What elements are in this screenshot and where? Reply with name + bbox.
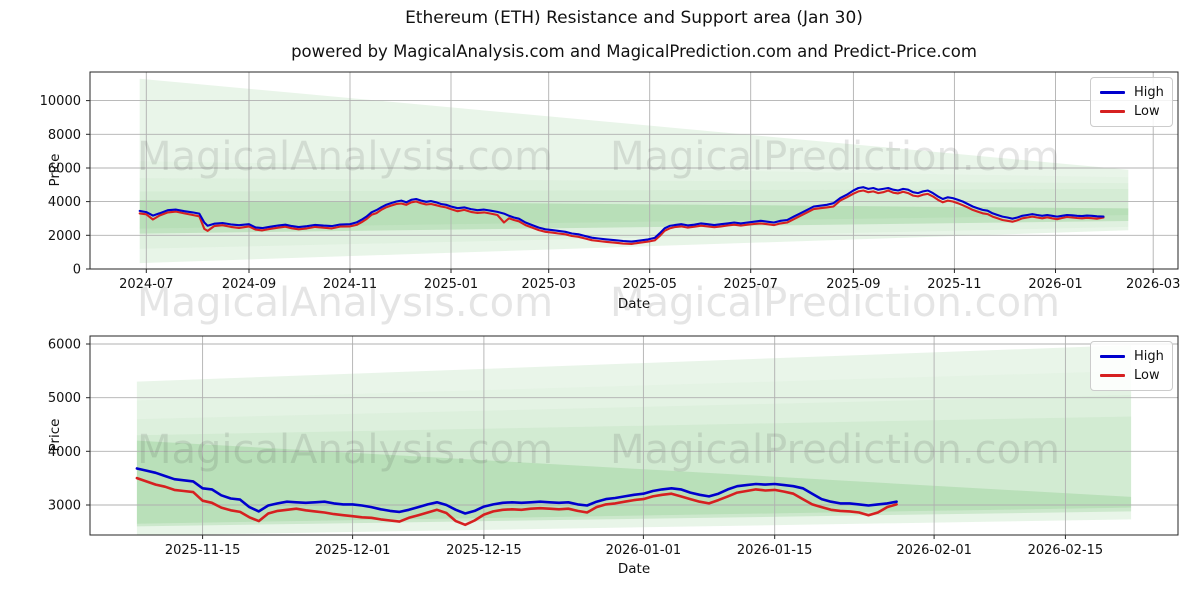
legend-label-high: High bbox=[1134, 349, 1164, 364]
chart-title: Ethereum (ETH) Resistance and Support ar… bbox=[405, 8, 863, 28]
svg-text:5000: 5000 bbox=[48, 391, 81, 406]
svg-text:2025-11-15: 2025-11-15 bbox=[165, 543, 241, 558]
svg-text:0: 0 bbox=[73, 263, 81, 278]
svg-text:2025-03: 2025-03 bbox=[522, 277, 576, 292]
svg-text:2026-03: 2026-03 bbox=[1126, 277, 1180, 292]
svg-text:2025-07: 2025-07 bbox=[724, 277, 778, 292]
bottom-chart-legend: High Low bbox=[1090, 341, 1173, 391]
high-line-swatch bbox=[1100, 91, 1125, 94]
svg-text:2024-11: 2024-11 bbox=[323, 277, 377, 292]
svg-text:2026-01-15: 2026-01-15 bbox=[737, 543, 813, 558]
bottom-chart-plot: 3000 4000 5000 6000 2025-11-15 2025-12-01 2025… bbox=[48, 335, 1179, 558]
bottom-chart-xlabel: Date bbox=[617, 561, 651, 577]
legend-entry-high: High bbox=[1100, 347, 1172, 366]
high-line-swatch bbox=[1100, 355, 1125, 358]
bottom-chart-ylabel: Price bbox=[47, 418, 63, 452]
legend-label-high: High bbox=[1134, 85, 1164, 100]
low-line-swatch bbox=[1100, 110, 1125, 113]
svg-text:2026-02-01: 2026-02-01 bbox=[896, 543, 972, 558]
svg-text:4000: 4000 bbox=[48, 195, 81, 210]
svg-text:3000: 3000 bbox=[48, 499, 81, 514]
svg-text:2025-12-15: 2025-12-15 bbox=[446, 543, 522, 558]
svg-text:4000: 4000 bbox=[48, 445, 81, 460]
legend-label-low: Low bbox=[1134, 368, 1160, 383]
svg-text:6000: 6000 bbox=[48, 162, 81, 177]
top-chart-legend: High Low bbox=[1090, 77, 1173, 127]
svg-text:2024-09: 2024-09 bbox=[222, 277, 276, 292]
legend-entry-low: Low bbox=[1100, 102, 1172, 121]
svg-text:2026-02-15: 2026-02-15 bbox=[1028, 543, 1104, 558]
svg-text:2025-01: 2025-01 bbox=[424, 277, 478, 292]
top-chart-plot: 0 2000 4000 6000 8000 10000 2024-07 2024-09 2024… bbox=[40, 71, 1180, 292]
svg-text:10000: 10000 bbox=[40, 94, 81, 109]
svg-text:2026-01-01: 2026-01-01 bbox=[606, 543, 682, 558]
svg-text:2024-07: 2024-07 bbox=[119, 277, 173, 292]
svg-text:2025-05: 2025-05 bbox=[623, 277, 677, 292]
top-chart-xlabel: Date bbox=[617, 296, 651, 312]
svg-text:6000: 6000 bbox=[48, 338, 81, 353]
svg-text:2026-01: 2026-01 bbox=[1028, 277, 1082, 292]
svg-text:2025-12-01: 2025-12-01 bbox=[315, 543, 391, 558]
svg-text:2000: 2000 bbox=[48, 229, 81, 244]
svg-text:8000: 8000 bbox=[48, 128, 81, 143]
svg-text:2025-09: 2025-09 bbox=[826, 277, 880, 292]
low-line-swatch bbox=[1100, 374, 1125, 377]
legend-label-low: Low bbox=[1134, 104, 1160, 119]
chart-subtitle: powered by MagicalAnalysis.com and Magic… bbox=[291, 42, 977, 61]
svg-text:2025-11: 2025-11 bbox=[927, 277, 981, 292]
legend-entry-high: High bbox=[1100, 83, 1172, 102]
legend-entry-low: Low bbox=[1100, 366, 1172, 385]
